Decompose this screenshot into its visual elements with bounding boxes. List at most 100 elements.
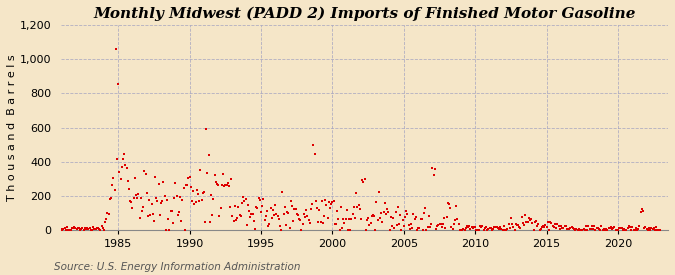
Point bbox=[626, 228, 637, 232]
Point bbox=[383, 210, 394, 214]
Point bbox=[614, 226, 624, 230]
Point bbox=[364, 223, 375, 227]
Point bbox=[443, 201, 454, 205]
Point bbox=[342, 208, 352, 213]
Point bbox=[322, 216, 333, 220]
Point bbox=[649, 226, 659, 230]
Point bbox=[632, 228, 643, 232]
Point bbox=[603, 226, 614, 230]
Point bbox=[254, 198, 265, 202]
Point bbox=[91, 226, 102, 230]
Point bbox=[439, 216, 450, 220]
Point bbox=[429, 167, 440, 171]
Point bbox=[551, 226, 562, 230]
Point bbox=[294, 216, 304, 221]
Point bbox=[634, 224, 645, 228]
Point bbox=[269, 213, 279, 217]
Point bbox=[392, 223, 402, 227]
Point bbox=[227, 214, 238, 218]
Point bbox=[441, 215, 452, 219]
Point bbox=[582, 227, 593, 232]
Point bbox=[105, 197, 115, 201]
Point bbox=[404, 227, 415, 232]
Point bbox=[325, 206, 335, 210]
Point bbox=[472, 228, 483, 232]
Point bbox=[446, 225, 457, 229]
Point bbox=[576, 227, 587, 232]
Point bbox=[516, 215, 527, 220]
Point bbox=[616, 226, 627, 231]
Point bbox=[288, 219, 298, 224]
Point bbox=[116, 165, 127, 169]
Point bbox=[352, 205, 363, 210]
Point bbox=[353, 202, 364, 207]
Point bbox=[580, 224, 591, 228]
Point bbox=[150, 175, 161, 179]
Point bbox=[540, 223, 551, 227]
Point bbox=[548, 225, 559, 229]
Point bbox=[342, 228, 353, 232]
Point bbox=[247, 212, 258, 216]
Point bbox=[184, 175, 195, 179]
Point bbox=[470, 224, 481, 229]
Point bbox=[531, 218, 541, 223]
Point bbox=[414, 226, 425, 230]
Point bbox=[252, 206, 263, 210]
Point bbox=[298, 211, 309, 216]
Point bbox=[408, 212, 418, 216]
Point bbox=[454, 228, 465, 232]
Point bbox=[618, 228, 628, 232]
Point bbox=[346, 217, 357, 221]
Point bbox=[435, 222, 446, 227]
Point bbox=[201, 127, 212, 131]
Point bbox=[323, 200, 334, 204]
Point bbox=[547, 224, 558, 229]
Point bbox=[387, 224, 398, 228]
Point bbox=[559, 224, 570, 228]
Point bbox=[225, 205, 236, 210]
Point bbox=[498, 224, 509, 228]
Point bbox=[281, 210, 292, 214]
Point bbox=[359, 176, 370, 181]
Point bbox=[138, 205, 148, 209]
Point bbox=[329, 222, 340, 227]
Point bbox=[180, 228, 190, 232]
Point bbox=[610, 228, 621, 232]
Point bbox=[375, 216, 385, 221]
Point bbox=[142, 214, 153, 219]
Point bbox=[71, 226, 82, 231]
Point bbox=[589, 224, 599, 228]
Point bbox=[233, 205, 244, 209]
Point bbox=[590, 228, 601, 232]
Point bbox=[161, 198, 172, 202]
Point bbox=[136, 209, 147, 213]
Point bbox=[504, 226, 515, 230]
Point bbox=[509, 228, 520, 232]
Point bbox=[222, 181, 233, 185]
Point bbox=[497, 228, 508, 232]
Point bbox=[520, 213, 531, 217]
Point bbox=[164, 228, 175, 232]
Point bbox=[327, 200, 338, 204]
Point bbox=[175, 195, 186, 200]
Point bbox=[157, 199, 167, 203]
Point bbox=[518, 222, 529, 227]
Point bbox=[372, 218, 383, 222]
Point bbox=[173, 210, 184, 214]
Point bbox=[139, 169, 150, 174]
Point bbox=[585, 227, 596, 231]
Point bbox=[197, 191, 208, 195]
Point bbox=[236, 201, 247, 205]
Point bbox=[377, 219, 388, 224]
Point bbox=[183, 176, 194, 180]
Point bbox=[568, 226, 578, 230]
Point bbox=[66, 226, 77, 230]
Point bbox=[300, 215, 310, 220]
Point bbox=[211, 179, 221, 184]
Point bbox=[409, 217, 420, 221]
Point bbox=[65, 228, 76, 232]
Point bbox=[76, 227, 86, 231]
Point bbox=[61, 224, 72, 229]
Point bbox=[418, 210, 429, 215]
Point bbox=[471, 228, 482, 232]
